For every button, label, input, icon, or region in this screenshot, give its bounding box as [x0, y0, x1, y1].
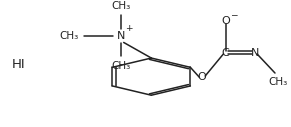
Text: CH₃: CH₃	[111, 1, 130, 11]
Text: O: O	[221, 17, 230, 26]
Text: O: O	[198, 72, 207, 82]
Text: N: N	[117, 31, 125, 41]
Text: N: N	[251, 48, 259, 58]
Text: CH₃: CH₃	[59, 31, 79, 41]
Text: C: C	[222, 48, 229, 58]
Text: HI: HI	[12, 58, 25, 71]
Text: −: −	[230, 10, 237, 19]
Text: CH₃: CH₃	[111, 61, 130, 71]
Text: CH₃: CH₃	[268, 77, 288, 87]
Text: +: +	[125, 23, 133, 33]
